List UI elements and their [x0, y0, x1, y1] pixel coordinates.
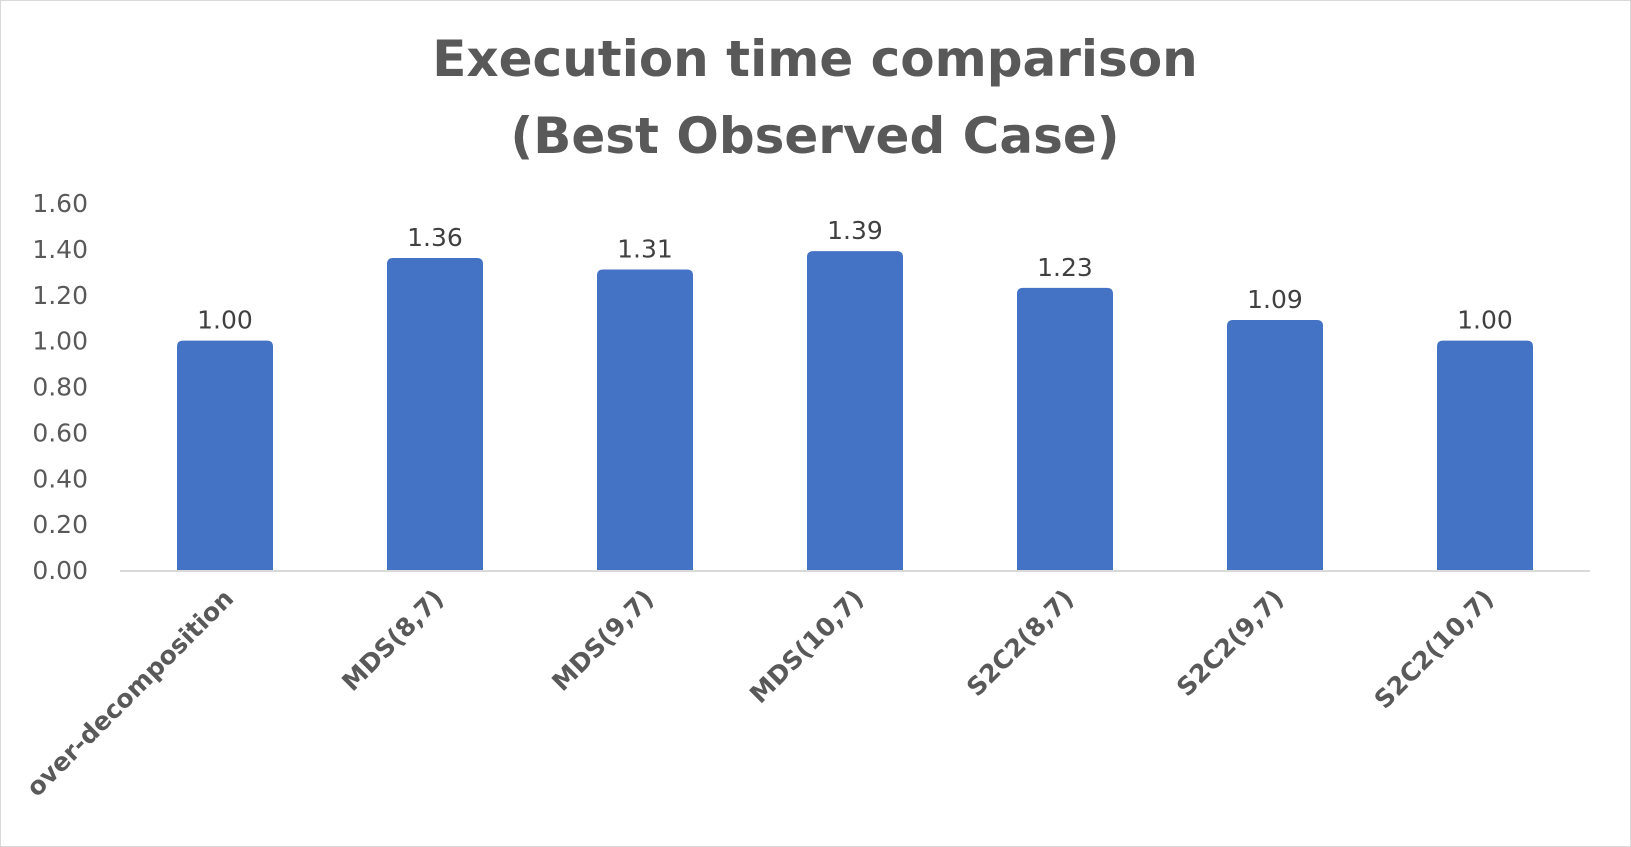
category-label-6: S2C2(10,7): [1369, 584, 1500, 715]
y-tick-label: 0.80: [32, 373, 88, 402]
data-label-4: 1.23: [1037, 253, 1093, 282]
y-tick-label: 1.00: [32, 327, 88, 356]
category-label-0: over-decomposition: [21, 584, 240, 803]
bar-4: [1017, 287, 1113, 570]
y-tick-label: 0.60: [32, 418, 88, 447]
y-tick-label: 0.40: [32, 464, 88, 493]
bar-0: [177, 340, 273, 570]
y-tick-label: 1.60: [32, 189, 88, 218]
category-label-4: S2C2(8,7): [961, 584, 1079, 702]
data-label-6: 1.00: [1457, 306, 1513, 335]
category-label-2: MDS(9,7): [546, 584, 659, 697]
data-label-0: 1.00: [197, 306, 253, 335]
chart-title-line-1: Execution time comparison: [432, 30, 1198, 88]
y-tick-label: 0.20: [32, 510, 88, 539]
bar-1: [387, 258, 483, 570]
bar-series: [177, 251, 1533, 570]
y-tick-label: 1.40: [32, 235, 88, 264]
bar-2: [597, 269, 693, 570]
y-tick-label: 0.00: [32, 556, 88, 585]
category-label-1: MDS(8,7): [336, 584, 449, 697]
x-axis-category-labels: over-decomposition MDS(8,7) MDS(9,7) MDS(10…: [21, 584, 1500, 803]
data-label-3: 1.39: [827, 216, 883, 245]
bar-3: [807, 251, 903, 570]
data-label-1: 1.36: [407, 223, 463, 252]
data-labels: 1.00 1.36 1.31 1.39 1.23 1.09 1.00: [197, 216, 1513, 334]
category-label-3: MDS(10,7): [744, 584, 869, 709]
chart-title-line-2: (Best Observed Case): [510, 107, 1119, 165]
data-label-5: 1.09: [1247, 285, 1303, 314]
y-tick-label: 1.20: [32, 281, 88, 310]
bar-5: [1227, 319, 1323, 570]
bar-6: [1437, 340, 1533, 570]
category-label-5: S2C2(9,7): [1171, 584, 1289, 702]
y-axis-tick-labels: 0.00 0.20 0.40 0.60 0.80 1.00 1.20 1.40 1.60: [32, 189, 88, 585]
data-label-2: 1.31: [617, 235, 673, 264]
